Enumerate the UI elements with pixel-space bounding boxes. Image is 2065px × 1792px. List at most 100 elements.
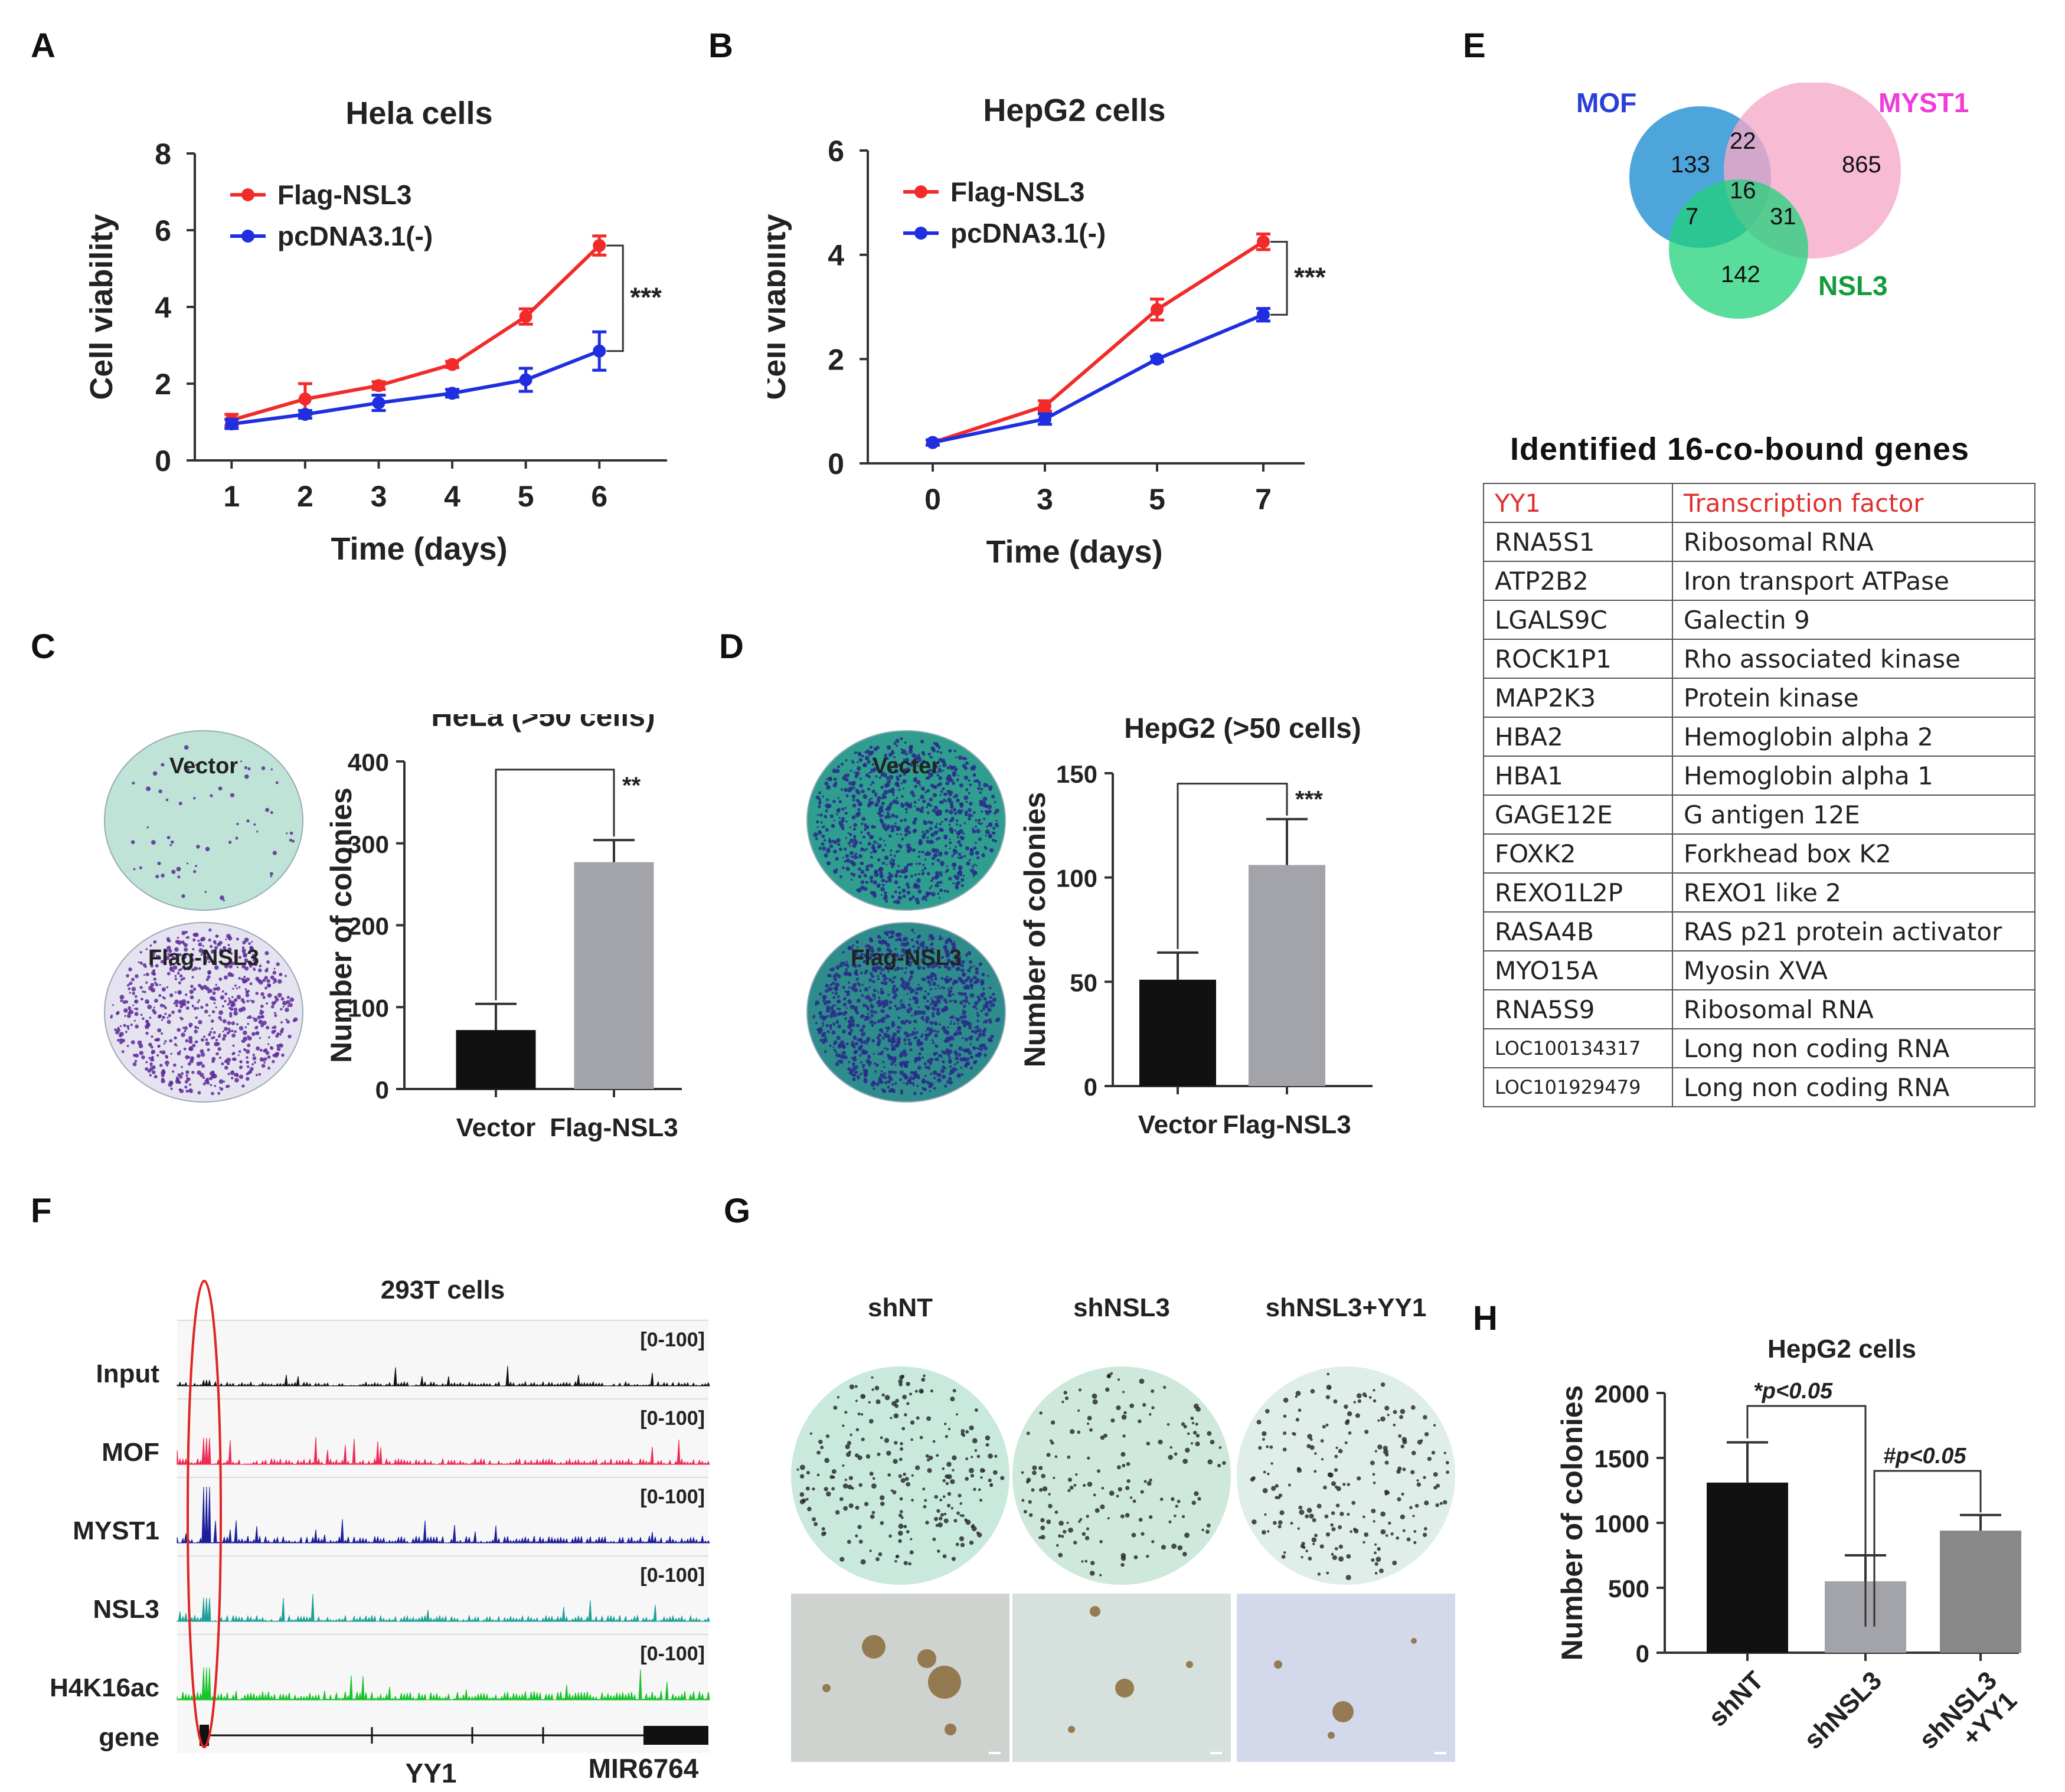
colony-dot xyxy=(906,1402,910,1405)
colony-dot xyxy=(1125,1486,1130,1490)
colony-dot xyxy=(858,1539,863,1544)
colony-dot xyxy=(942,763,947,768)
colony-dot xyxy=(852,1062,855,1066)
colony-dot xyxy=(926,806,929,809)
colony-dot xyxy=(971,977,973,981)
colony-dot xyxy=(1412,1515,1415,1518)
colony-dot xyxy=(1346,1554,1351,1559)
colony-dot xyxy=(1262,1530,1266,1535)
colony-dot xyxy=(208,1033,211,1036)
colony-dot xyxy=(943,1029,948,1034)
colony-dot xyxy=(908,978,911,982)
colony-dot xyxy=(940,986,943,989)
colony-dot xyxy=(170,1052,172,1055)
colony-dot xyxy=(891,791,895,794)
colony-dot xyxy=(955,1030,958,1033)
colony-dot xyxy=(1182,1552,1187,1556)
colony-dot xyxy=(1169,1446,1172,1449)
colony-dot xyxy=(971,815,973,817)
colony-dot xyxy=(962,1004,966,1008)
plate-label: Vecter xyxy=(873,754,940,779)
colony-dot xyxy=(953,1032,957,1036)
colony-dot xyxy=(117,1039,120,1042)
colony-dot xyxy=(864,849,867,852)
colony-dot xyxy=(844,1478,847,1482)
colony-dot xyxy=(908,956,913,960)
colony-dot xyxy=(924,858,927,861)
colony-dot xyxy=(879,1051,884,1056)
colony-dot xyxy=(915,862,918,865)
colony-dot xyxy=(952,848,957,854)
colony-dot xyxy=(932,1014,935,1018)
colony-dot xyxy=(898,1078,903,1081)
colony-dot xyxy=(894,1071,897,1074)
colony-dot xyxy=(842,1029,847,1034)
colony-dot xyxy=(195,1016,198,1019)
colony-dot xyxy=(916,1084,919,1087)
colony-dot xyxy=(982,853,985,856)
colony-dot xyxy=(871,963,875,967)
colony-dot xyxy=(218,1056,221,1059)
colony-dot xyxy=(849,851,854,856)
colony-dot xyxy=(211,1057,216,1061)
colony-dot xyxy=(844,1012,846,1014)
colony-dot xyxy=(939,880,943,884)
colony-dot xyxy=(930,1029,934,1033)
colony-dot xyxy=(896,744,898,747)
colony-dot xyxy=(906,957,909,960)
colony-dot xyxy=(949,828,954,833)
colony-dot xyxy=(926,1059,931,1064)
colony-dot xyxy=(911,895,915,899)
colony-dot xyxy=(1347,1411,1352,1417)
colony-dot xyxy=(903,953,906,956)
colony-dot xyxy=(908,1562,911,1566)
colony-dot xyxy=(1264,1513,1267,1516)
colony-dot xyxy=(842,1464,845,1467)
colony-dot xyxy=(924,1499,927,1502)
colony-dot xyxy=(898,1539,902,1544)
colony-dot xyxy=(943,966,946,968)
colony-dot xyxy=(860,950,863,953)
colony-dot xyxy=(829,1013,834,1018)
colony-dot xyxy=(883,973,886,977)
colony-dot xyxy=(849,845,851,848)
colony-dot xyxy=(897,886,901,889)
colony-dot xyxy=(968,1002,971,1005)
colony-dot xyxy=(947,1058,952,1063)
colony-dot xyxy=(1083,1483,1086,1487)
colony-dot xyxy=(833,777,837,781)
colony-dot xyxy=(855,972,859,976)
colony-dot xyxy=(244,966,249,971)
gene-table-row: LGALS9C Galectin 9 xyxy=(1483,600,2035,640)
colony-dot xyxy=(924,1033,928,1037)
colony-dot xyxy=(881,1050,884,1052)
colony-dot xyxy=(951,819,953,822)
colony-dot xyxy=(936,984,939,987)
colony-dot xyxy=(946,1080,950,1084)
colony-dot xyxy=(156,1054,159,1057)
colony-dot xyxy=(1151,1406,1155,1410)
colony-dot xyxy=(938,987,940,990)
colony-dot xyxy=(886,1029,889,1032)
colony-dot xyxy=(1206,1523,1211,1528)
colony-dot xyxy=(887,1015,890,1018)
colony-dot xyxy=(126,1025,130,1028)
colony-dot xyxy=(1446,1470,1449,1474)
colony-dot xyxy=(174,975,177,977)
colony-dot xyxy=(223,1034,227,1038)
colony-dot xyxy=(913,951,916,954)
colony-spheroid xyxy=(1411,1638,1417,1644)
colony-dot xyxy=(946,865,948,868)
colony-dot xyxy=(913,800,917,804)
colony-dot xyxy=(837,765,840,769)
colony-dot xyxy=(871,891,877,896)
colony-dot xyxy=(825,1434,830,1438)
colony-dot xyxy=(944,1067,947,1070)
colony-dot xyxy=(286,832,288,835)
colony-dot xyxy=(1375,1556,1381,1562)
colony-dot xyxy=(186,966,191,970)
colony-dot xyxy=(1122,1434,1126,1438)
colony-dot xyxy=(208,960,211,963)
colony-dot xyxy=(869,972,873,976)
colony-dot xyxy=(228,999,232,1002)
